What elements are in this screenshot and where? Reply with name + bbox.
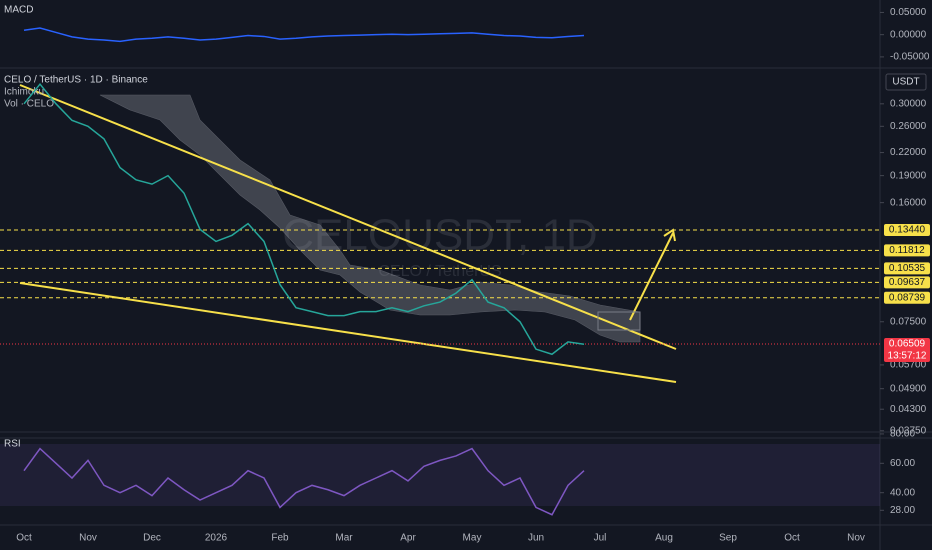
x-tick-label: 2026 xyxy=(205,533,228,544)
level-label: 0.10535 xyxy=(889,263,926,274)
trendline xyxy=(19,84,677,350)
y-tick-label: 0.00000 xyxy=(890,29,927,40)
x-tick-label: Oct xyxy=(16,533,32,544)
level-label-box xyxy=(884,244,930,257)
y-tick-label: 0.22000 xyxy=(890,147,927,158)
x-tick-label: Jun xyxy=(528,533,544,544)
legend-item: Ichimoku xyxy=(4,87,44,98)
panel-title: RSI xyxy=(4,439,21,450)
x-tick-label: May xyxy=(463,533,482,544)
level-label: 0.08739 xyxy=(889,292,926,303)
y-tick-label: 0.26000 xyxy=(890,121,927,132)
x-tick-label: Oct xyxy=(784,533,800,544)
arrow xyxy=(629,232,674,321)
y-tick-label: 0.07500 xyxy=(890,316,927,327)
x-tick-label: Dec xyxy=(143,533,161,544)
panel-title: MACD xyxy=(4,5,33,16)
series-line xyxy=(23,82,585,356)
level-label: 0.11812 xyxy=(889,245,925,256)
x-tick-label: Nov xyxy=(847,533,865,544)
x-tick-label: Apr xyxy=(400,533,416,544)
level-label: 0.13440 xyxy=(889,225,926,236)
ichimoku-cloud xyxy=(99,94,641,343)
y-tick-label: 0.16000 xyxy=(890,197,927,208)
target-box xyxy=(597,311,641,331)
rsi-band xyxy=(0,444,880,506)
legend-item: Vol · CELO xyxy=(4,99,54,110)
level-label-box xyxy=(884,224,930,237)
x-tick-label: Jul xyxy=(594,533,607,544)
y-tick-label: 28.00 xyxy=(890,505,915,516)
currency-box xyxy=(885,73,927,91)
y-tick-label: 0.19000 xyxy=(890,170,927,181)
series-line xyxy=(23,447,585,516)
x-tick-label: Mar xyxy=(335,533,353,544)
legend-item: CELO / TetherUS · 1D · Binance xyxy=(4,75,148,86)
y-tick-label: 0.30000 xyxy=(890,98,927,109)
y-tick-label: 0.05700 xyxy=(890,360,927,371)
series-line xyxy=(23,27,585,43)
last-price-box xyxy=(884,338,930,363)
x-tick-label: Sep xyxy=(719,533,737,544)
y-tick-label: 40.00 xyxy=(890,487,915,498)
trendline xyxy=(19,282,677,383)
y-tick-label: 60.00 xyxy=(890,458,915,469)
y-tick-label: 0.04300 xyxy=(890,404,927,415)
y-tick-label: 0.03750 xyxy=(890,425,927,436)
last-price-label: 0.06509 xyxy=(889,339,926,350)
watermark: CELOUSDT, 1D xyxy=(282,211,597,260)
level-label-box xyxy=(884,262,930,275)
y-tick-label: 80.00 xyxy=(890,429,915,440)
countdown: 13:57:12 xyxy=(888,351,927,362)
x-tick-label: Aug xyxy=(655,533,673,544)
level-label-box xyxy=(884,276,930,289)
x-tick-label: Nov xyxy=(79,533,97,544)
y-tick-label: 0.05000 xyxy=(890,7,927,18)
currency: USDT xyxy=(892,77,919,88)
y-tick-label: -0.05000 xyxy=(890,52,930,63)
y-tick-label: 0.04900 xyxy=(890,383,927,394)
x-tick-label: Feb xyxy=(271,533,289,544)
level-label: 0.09637 xyxy=(889,277,926,288)
level-label-box xyxy=(884,291,930,304)
